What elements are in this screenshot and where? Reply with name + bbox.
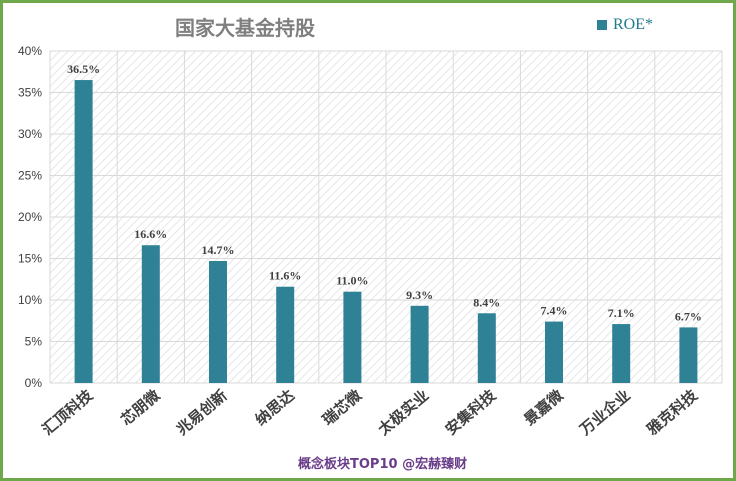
x-tick-label: 景嘉微 (521, 386, 568, 429)
bar (141, 245, 160, 383)
bar (477, 313, 496, 383)
y-tick-label: 10% (18, 293, 42, 307)
bar (209, 260, 227, 383)
x-tick-label: 纳思达 (252, 386, 298, 429)
y-tick-label: 20% (18, 210, 42, 224)
data-label: 7.1% (608, 306, 635, 320)
y-tick-label: 25% (18, 169, 42, 183)
x-tick-label: 安集科技 (442, 386, 500, 439)
y-tick-label: 35% (18, 86, 42, 100)
bar (74, 80, 93, 384)
legend-label: ROE* (613, 16, 653, 33)
x-tick-label: 瑞芯微 (319, 386, 366, 429)
legend: ROE* (597, 16, 653, 34)
x-tick-label: 太极实业 (375, 386, 433, 438)
bar (612, 324, 631, 383)
data-label: 11.0% (336, 274, 368, 288)
bar (343, 291, 362, 383)
data-label: 14.7% (202, 243, 235, 257)
y-tick-label: 15% (18, 252, 42, 266)
bar (545, 321, 563, 383)
bar (410, 305, 429, 383)
y-tick-label: 0% (25, 376, 43, 390)
footer-caption: 概念板块TOP10 @宏赫臻财 (298, 457, 468, 472)
y-tick-label: 40% (18, 44, 42, 58)
x-tick-label: 汇顶科技 (39, 386, 97, 439)
y-tick-label: 5% (25, 335, 43, 349)
data-label: 9.3% (406, 288, 433, 302)
data-label: 6.7% (675, 309, 702, 323)
x-tick-label: 万业企业 (575, 386, 633, 439)
data-label: 11.6% (269, 269, 301, 283)
bar (679, 327, 698, 383)
x-tick-label: 兆易创新 (173, 386, 231, 438)
y-tick-label: 30% (18, 127, 42, 141)
data-label: 36.5% (67, 62, 100, 76)
data-label: 7.4% (541, 304, 568, 318)
bar (276, 286, 295, 383)
x-tick-label: 芯朋微 (117, 386, 164, 429)
legend-swatch (597, 20, 607, 30)
data-label: 16.6% (134, 227, 167, 241)
chart-title: 国家大基金持股 (175, 16, 315, 40)
data-label: 8.4% (473, 295, 500, 309)
x-tick-label: 雅克科技 (643, 386, 702, 440)
